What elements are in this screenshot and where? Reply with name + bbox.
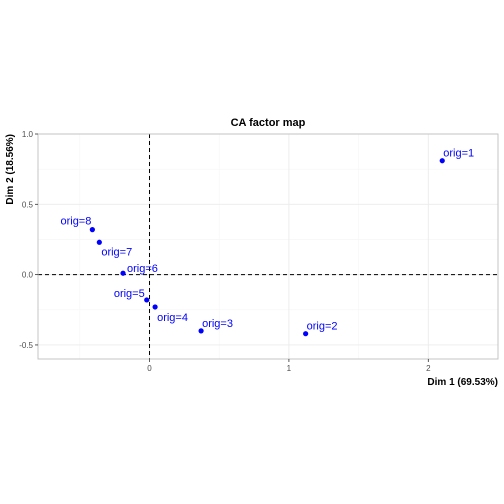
point-label: orig=7 (101, 246, 132, 258)
y-tick-label: 0.5 (22, 200, 34, 209)
data-point (144, 297, 149, 302)
y-tick-label: 1.0 (22, 130, 34, 139)
x-tick-label: 2 (426, 364, 431, 373)
data-point (152, 304, 157, 309)
point-label: orig=6 (127, 263, 158, 275)
point-label: orig=4 (157, 312, 188, 324)
chart-title: CA factor map (231, 117, 306, 129)
data-point (97, 240, 102, 245)
point-label: orig=3 (202, 318, 233, 330)
y-tick-label: 0.0 (22, 271, 34, 280)
data-point (90, 227, 95, 232)
x-tick-label: 0 (147, 364, 152, 373)
point-label: orig=1 (443, 148, 474, 160)
y-tick-label: -0.5 (19, 341, 33, 350)
x-axis-title: Dim 1 (69.53%) (427, 377, 498, 388)
point-label: orig=2 (307, 321, 338, 333)
y-axis-title: Dim 2 (18.56%) (5, 134, 16, 205)
point-label: orig=5 (114, 288, 145, 300)
point-label: orig=8 (60, 216, 91, 228)
x-tick-label: 1 (287, 364, 292, 373)
data-point (120, 271, 125, 276)
